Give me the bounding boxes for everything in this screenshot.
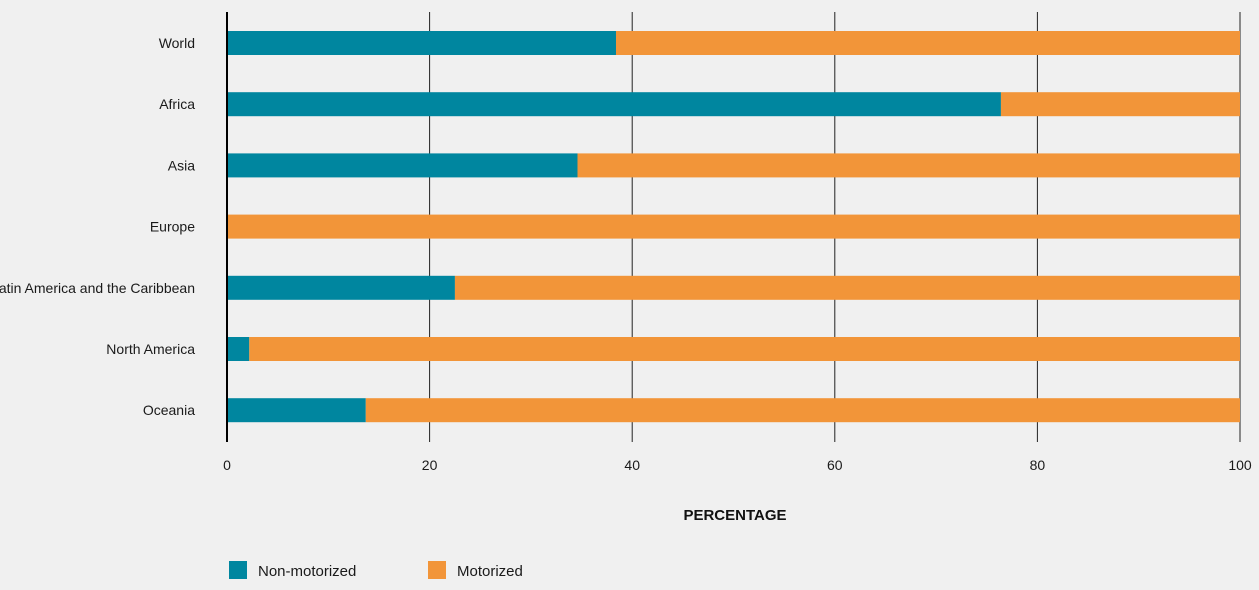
category-label: Latin America and the Caribbean	[0, 280, 195, 296]
category-label: North America	[106, 341, 195, 357]
legend-swatch-motorized	[428, 561, 446, 579]
x-tick-labels: 0 20 40 60 80 100	[223, 457, 1252, 473]
bar-non-motorized	[227, 337, 250, 361]
legend-label-motorized: Motorized	[457, 563, 523, 580]
bar-non-motorized	[227, 31, 616, 55]
category-label: Europe	[150, 219, 195, 235]
bar-non-motorized	[227, 398, 366, 423]
bar-motorized	[249, 337, 1240, 361]
x-tick-label: 40	[624, 457, 640, 473]
category-label: Asia	[168, 157, 195, 173]
legend-label-non-motorized: Non-motorized	[258, 563, 356, 580]
category-label: World	[159, 35, 195, 51]
bar-non-motorized	[227, 153, 578, 178]
x-tick-label: 60	[827, 457, 843, 473]
category-label: Oceania	[143, 402, 195, 418]
x-tick-label: 20	[422, 457, 438, 473]
x-tick-label: 100	[1228, 457, 1252, 473]
bar-motorized	[615, 31, 1240, 55]
bar-motorized	[1000, 92, 1240, 117]
legend-swatch-non-motorized	[229, 561, 247, 579]
legend: Non-motorized Motorized	[229, 561, 523, 580]
x-tick-label: 80	[1030, 457, 1046, 473]
bars	[227, 31, 1240, 423]
bar-motorized	[227, 214, 1240, 239]
category-label: Africa	[159, 96, 195, 112]
x-tick-label: 0	[223, 457, 231, 473]
category-labels: World Africa Asia Europe Latin America and t…	[0, 35, 195, 418]
x-axis-title: PERCENTAGE	[683, 507, 786, 524]
bar-non-motorized	[227, 275, 455, 300]
bar-motorized	[454, 275, 1240, 300]
bar-non-motorized	[227, 92, 1001, 117]
bar-motorized	[577, 153, 1240, 178]
bar-motorized	[365, 398, 1240, 423]
